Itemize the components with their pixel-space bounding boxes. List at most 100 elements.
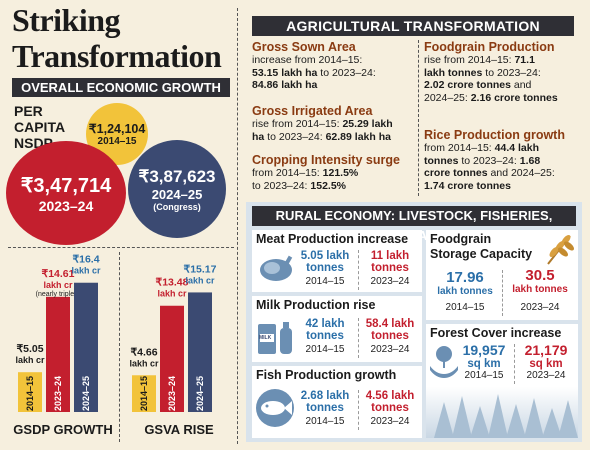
meat-icon [260,255,293,281]
unit-label: lakh cr [157,289,187,299]
meat-year-2014: 2014–15 [305,276,345,287]
agri-heading: Gross Irrigated Area [252,104,373,118]
section-divider [119,252,120,442]
forest-value-2023: 21,179 sq km [516,343,576,370]
value-line: 2.68 lakh [300,390,350,402]
value-line: lakh tonnes [512,284,568,295]
annotation-label: (nearly tripled) [36,291,81,298]
value-line: tonnes [306,262,344,274]
card-title: Foodgrain [430,232,492,246]
meat-year-2023: 2023–24 [370,276,410,287]
unit-label: lakh cr [43,280,73,290]
meat-card: Meat Production increase 5.05 lakh tonnes… [252,230,422,292]
agri-heading: Rice Production growth [424,128,565,142]
meat-value-2023: 11 lakh tonnes [360,250,420,274]
agri-heading: Gross Sown Area [252,40,356,54]
agri-text: increase from 2014–15: 53.15 lakh ha to … [252,54,414,92]
value-line: sq km [529,358,563,370]
bar [132,375,156,412]
value-line: 58.4 lakh [365,318,415,330]
chart-title: GSDP GROWTH [13,422,112,437]
milk-value-2014: 42 lakh tonnes [294,318,356,342]
value-line: tonnes [371,262,409,274]
value-line: sq km [467,358,501,370]
category-label: 2014–15 [139,376,149,411]
value-line: 17.96 [446,269,484,286]
storage-value-2014: 17.96 lakh tonnes [430,269,500,298]
category-label: 2024–25 [195,376,205,411]
agri-value: 1.74 crore tonnes [424,179,511,192]
circle-note: (Congress) [153,201,201,212]
value-line: tonnes [371,402,409,414]
agri-value: 2.02 crore tonnes [424,79,511,91]
agri-value: tonnes [424,154,459,167]
fish-year-2014: 2014–15 [305,416,345,427]
agri-value: 152.5% [310,179,347,192]
circle-2023-24: ₹3,47,714 2023–24 [6,141,126,245]
bar [160,305,184,412]
unit-label: lakh cr [71,266,101,276]
forest-trees-illustration [434,394,578,438]
agri-header: AGRICULTURAL TRANSFORMATION [252,16,574,36]
value-line: tonnes [371,330,409,342]
unit-label: lakh cr [129,358,159,368]
value-label: ₹15.17 [184,263,217,275]
storage-value-2023: 30.5 lakh tonnes [504,268,576,296]
bar [46,296,70,412]
fish-value-2023: 4.56 lakh tonnes [360,390,420,414]
milk-value-2023: 58.4 lakh tonnes [360,318,420,342]
fish-year-2023: 2023–24 [370,416,410,427]
agri-divider [418,40,419,196]
agri-value: 62.89 lakh ha [325,130,391,143]
agri-text: from 2014–15: 121.5% to 2023–24: 152.5% [252,167,416,192]
agri-text-part: to 2023–24: [482,66,541,79]
value-line: 42 lakh [305,318,345,330]
category-label: 2014–15 [25,376,35,411]
circle-2024-25: ₹3,87,623 2024–25 (Congress) [128,140,226,238]
fish-card: Fish Production growth 2.68 lakh tonnes 2… [252,366,422,438]
agri-text-part: from 2014–15: [252,167,323,179]
agri-rice: Rice Production growth from 2014–15: 44.… [424,128,586,192]
agri-heading: Foodgrain Production [424,40,555,54]
value-label: ₹16.4 [72,254,99,266]
page-title: Striking Transformation [12,2,222,74]
agri-value: 71.1 [514,54,535,66]
category-label: 2023–24 [167,376,177,411]
circle-value: ₹3,47,714 [20,174,112,197]
value-label: ₹4.66 [130,346,157,358]
unit-label: lakh cr [15,355,45,365]
section-divider [237,8,238,444]
agri-text-part: rise from 2014–15: [424,54,515,66]
milk-year-2023: 2023–24 [370,344,410,355]
agri-value: ha [252,130,265,143]
economic-growth-header: OVERALL ECONOMIC GROWTH [12,78,230,97]
agri-gross-irrigated: Gross Irrigated Area rise from 2014–15: … [252,104,416,143]
value-label: ₹5.05 [16,343,43,355]
card-title: Milk Production rise [256,298,376,312]
forest-value-2014: 19,957 sq km [456,343,512,370]
card-divider [358,250,359,290]
circle-value: ₹3,87,623 [138,166,216,186]
agri-value: 84.86 lakh ha [252,79,318,91]
card-title: Forest Cover increase [430,326,562,340]
unit-label: lakh cr [185,275,215,285]
rural-header: RURAL ECONOMY: LIVESTOCK, FISHERIES, STO… [252,206,576,243]
agri-text-part: to 2023–24: [317,66,376,79]
agri-text-part: to 2023–24: [458,154,520,167]
value-line: lakh tonnes [437,286,493,297]
agri-value: 44.4 lakh [494,142,540,154]
value-line: tonnes [306,330,344,342]
category-label: 2024–25 [81,376,91,411]
per-capita-label: PER CAPITA NSDP [14,103,65,151]
agri-value: 53.15 lakh ha [252,66,318,79]
milk-card: Milk Production rise MILK 42 lakh tonnes … [252,296,422,362]
card-divider [358,318,359,358]
storage-card: Foodgrain Storage Capacity 17.96 lakh ton… [426,230,578,320]
value-line: tonnes [306,402,344,414]
agri-heading: Cropping Intensity surge [252,153,400,167]
card-divider [358,390,359,430]
agri-cropping-intensity: Cropping Intensity surge from 2014–15: 1… [252,153,416,192]
fish-value-2014: 2.68 lakh tonnes [294,390,356,414]
